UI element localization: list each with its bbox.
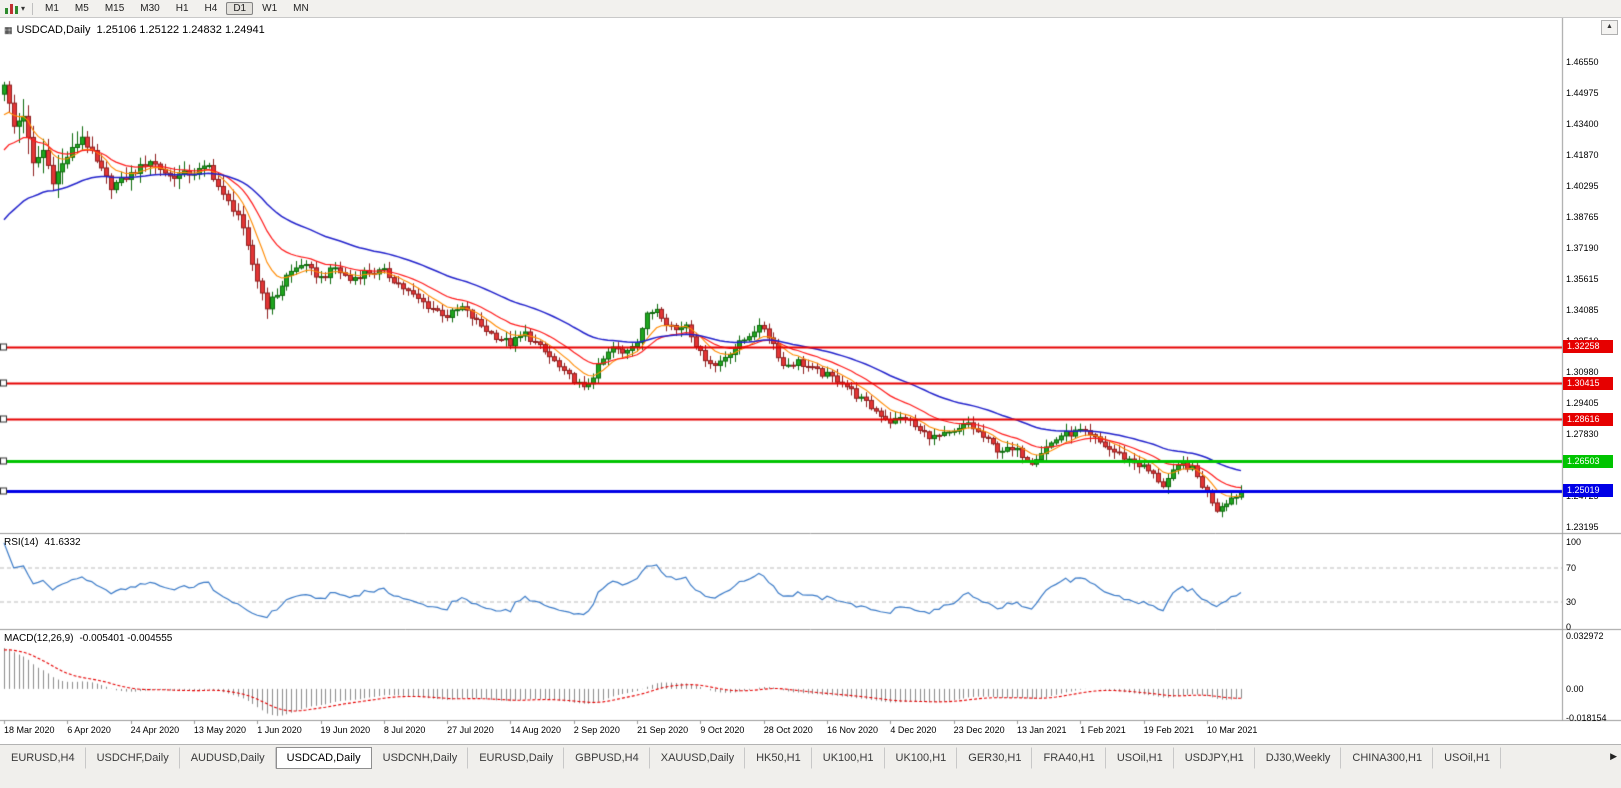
date-label: 16 Nov 2020 [827,725,879,735]
date-label: 23 Dec 2020 [953,725,1005,735]
symbol-tab-usoil-h1[interactable]: USOil,H1 [1433,747,1501,769]
price-tick-label: 1.44975 [1566,88,1599,98]
price-tick-label: 1.27830 [1566,429,1599,439]
macd-values: -0.005401 -0.004555 [79,633,173,644]
timeframe-button-m5[interactable]: M5 [74,2,89,14]
date-label: 4 Dec 2020 [890,725,937,735]
date-label: 6 Apr 2020 [67,725,111,735]
symbol-tab-hk50-h1[interactable]: HK50,H1 [745,747,812,769]
symbol-tab-gbpusd-h4[interactable]: GBPUSD,H4 [564,747,650,769]
timeframe-button-d1[interactable]: D1 [226,1,254,15]
symbol-tab-usdchf-daily[interactable]: USDCHF,Daily [86,747,180,769]
macd-axis-label: 0.032972 [1566,631,1604,641]
date-label: 13 Jan 2021 [1016,725,1067,735]
chart-tabs-bar: EURUSD,H4 USDCHF,Daily AUDUSD,Daily USDCAD,… [0,744,1621,788]
date-label: 14 Aug 2020 [510,725,562,735]
price-tick-label: 1.40295 [1566,181,1599,191]
macd-axis-label: -0.018154 [1566,713,1607,723]
level-price-label: 1.26503 [1563,454,1613,468]
price-tick-label: 1.35615 [1566,274,1599,284]
price-tick-label: 1.43400 [1566,119,1599,129]
date-label: 8 Jul 2020 [383,725,426,735]
chart-type-icon[interactable] [4,2,20,15]
rsi-axis-label: 100 [1566,537,1582,547]
symbol-tab-china300-h1[interactable]: CHINA300,H1 [1341,747,1434,769]
symbol-tab-uk100-h1[interactable]: UK100,H1 [885,747,958,769]
rsi-axis-label: 70 [1566,562,1577,573]
symbol-tab-fra40-h1[interactable]: FRA40,H1 [1032,747,1106,769]
date-label: 13 May 2020 [193,725,246,735]
symbol-tab-usdcnh-daily[interactable]: USDCNH,Daily [372,747,469,769]
price-chart-canvas[interactable] [0,18,1621,744]
symbol-tab-uk100-h1[interactable]: UK100,H1 [812,747,885,769]
macd-axis-label: 0.00 [1566,683,1584,694]
rsi-axis-label: 0 [1566,622,1572,632]
macd-indicator-label: MACD(12,26,9) -0.005401 -0.004555 [4,633,172,644]
timeframe-button-m15[interactable]: M15 [104,2,125,14]
chart-tabs: EURUSD,H4 USDCHF,Daily AUDUSD,Daily USDCAD,… [0,747,1501,769]
symbol-tab-dj30-weekly[interactable]: DJ30,Weekly [1255,747,1342,769]
symbol-tab-xauusd-daily[interactable]: XAUUSD,Daily [650,747,746,769]
date-label: 19 Feb 2021 [1143,725,1195,735]
date-label: 1 Jun 2020 [257,725,302,735]
symbol-tab-usdjpy-h1[interactable]: USDJPY,H1 [1174,747,1255,769]
chart-title: ▦ USDCAD,Daily 1.25106 1.25122 1.24832 1.2… [4,24,265,36]
date-label: 27 Jul 2020 [447,725,494,735]
toolbar: ▾ M1 M5 M15 M30 H1 H4 D1 W1 MN [0,0,1621,18]
chart-symbol-icon: ▦ [4,25,13,35]
rsi-name: RSI(14) [4,537,39,548]
symbol-tab-eurusd-h4[interactable]: EURUSD,H4 [0,747,86,769]
rsi-axis-label: 30 [1566,596,1577,607]
macd-name: MACD(12,26,9) [4,633,74,644]
symbol-tab-usdcad-daily[interactable]: USDCAD,Daily [275,747,372,769]
date-label: 9 Oct 2020 [700,725,745,735]
level-price-label: 1.28616 [1563,412,1613,426]
price-tick-label: 1.38765 [1566,212,1599,222]
rsi-indicator-label: RSI(14) 41.6332 [4,537,81,548]
date-label: 18 Mar 2020 [4,725,55,735]
rsi-value: 41.6332 [44,537,81,548]
date-label: 10 Mar 2021 [1206,725,1258,735]
date-label: 21 Sep 2020 [637,725,689,735]
timeframe-button-m30[interactable]: M30 [140,2,160,14]
chart-type-dropdown-icon[interactable]: ▾ [21,4,26,13]
timeframe-button-m1[interactable]: M1 [45,2,59,14]
tabs-scroll-right-button[interactable]: ▶ [1610,751,1617,761]
price-tick-label: 1.30980 [1566,367,1599,377]
date-label: 19 Jun 2020 [320,725,371,735]
symbol-tab-ger30-h1[interactable]: GER30,H1 [957,747,1033,769]
level-price-label: 1.32258 [1563,340,1613,354]
toolbar-separator [32,2,34,15]
level-price-label: 1.30415 [1563,376,1613,390]
timeframe-button-h1[interactable]: H1 [175,2,189,14]
timeframe-button-w1[interactable]: W1 [262,2,278,14]
price-tick-label: 1.23195 [1566,522,1599,532]
symbol-tab-eurusd-daily[interactable]: EURUSD,Daily [468,747,565,769]
chart-symbol-period: USDCAD,Daily [16,24,91,36]
timeframe-button-mn[interactable]: MN [293,2,309,14]
timeframe-button-h4[interactable]: H4 [204,2,218,14]
symbol-tab-audusd-daily[interactable]: AUDUSD,Daily [180,747,276,769]
price-tick-label: 1.41870 [1566,150,1599,160]
price-tick-label: 1.29405 [1566,398,1599,408]
chart-scroll-up-button[interactable]: ▲ [1601,20,1618,35]
chart-ohlc-values: 1.25106 1.25122 1.24832 1.24941 [96,24,265,36]
date-label: 28 Oct 2020 [763,725,813,735]
date-label: 24 Apr 2020 [130,725,180,735]
level-price-label: 1.25019 [1563,484,1613,498]
date-label: 2 Sep 2020 [573,725,620,735]
price-tick-label: 1.34085 [1566,305,1599,315]
symbol-tab-usoil-h1[interactable]: USOil,H1 [1106,747,1174,769]
timeframe-button-group: M1 M5 M15 M30 H1 H4 D1 W1 MN [37,1,317,16]
price-tick-label: 1.46550 [1566,57,1599,67]
chart-window: ▦ USDCAD,Daily 1.25106 1.25122 1.24832 1.2… [0,18,1621,744]
price-tick-label: 1.37190 [1566,243,1599,253]
date-label: 1 Feb 2021 [1080,725,1126,735]
